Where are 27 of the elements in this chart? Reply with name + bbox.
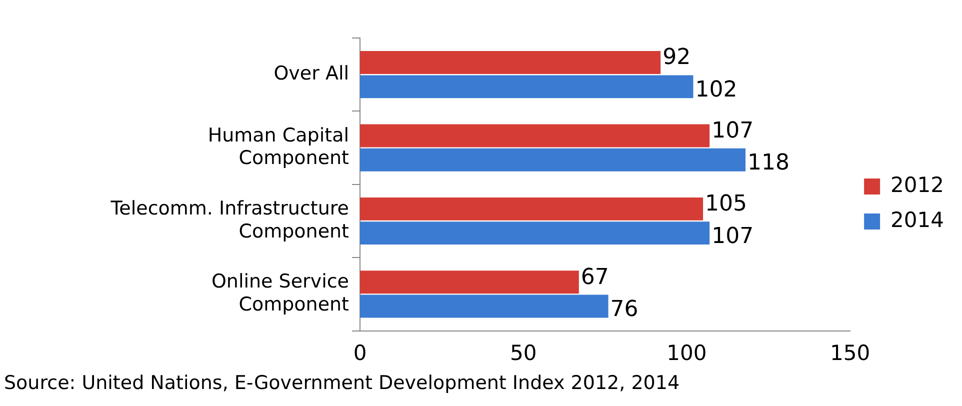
legend-label: 2012 [890, 172, 944, 197]
data-label: 107 [712, 118, 754, 144]
bar [360, 148, 746, 172]
y-tick-label: Online Service Component [211, 270, 349, 316]
data-label: 105 [705, 192, 748, 217]
bar [360, 51, 661, 74]
data-label: 67 [580, 264, 609, 290]
y-tick-label: Over All [274, 62, 349, 85]
x-tick-label: 150 [830, 340, 870, 365]
bar [360, 294, 608, 318]
bar [360, 270, 579, 294]
data-label: 76 [610, 296, 638, 322]
data-label: 102 [695, 77, 738, 102]
bar [360, 222, 710, 245]
y-tick-label: Telecomm. Infrastructure Component [110, 198, 349, 242]
bar [360, 75, 694, 98]
data-label: 92 [662, 45, 691, 70]
bar [360, 124, 710, 148]
bar [360, 197, 704, 220]
x-tick-label: 0 [353, 340, 367, 365]
y-tick-label: Human Capital Component [208, 124, 349, 170]
data-label: 107 [712, 224, 754, 249]
data-label: 118 [748, 150, 790, 176]
source-note: Source: United Nations, E-Government Development Index 2012, 2014 [4, 372, 680, 394]
x-tick-label: 100 [666, 340, 707, 365]
x-tick-label: 50 [510, 340, 537, 365]
legend-label: 2014 [890, 208, 944, 232]
